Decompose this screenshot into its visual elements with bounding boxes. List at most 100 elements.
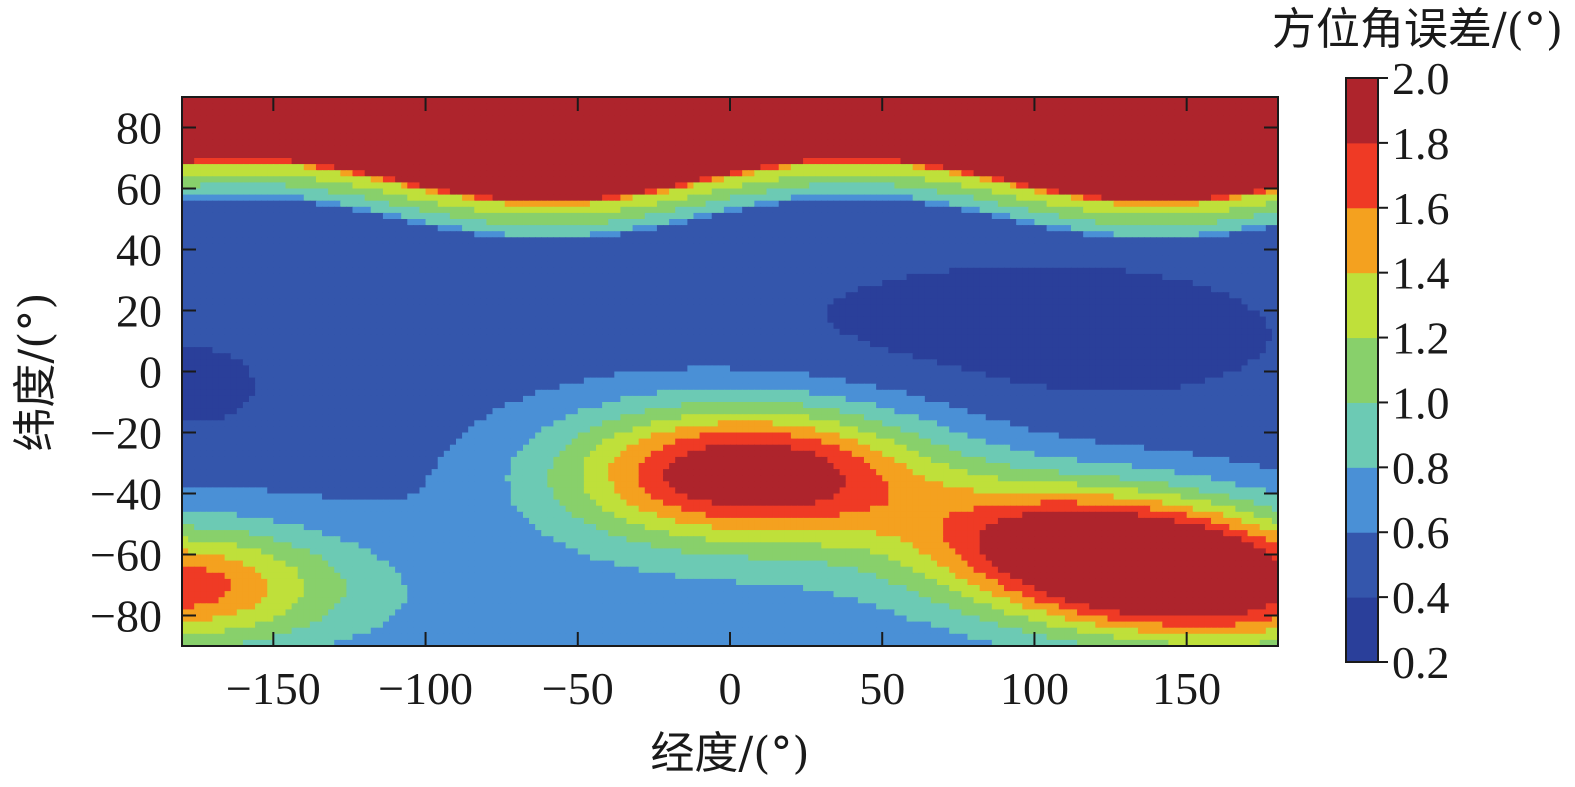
- contour-cell: [997, 121, 1005, 129]
- contour-cell: [1247, 170, 1255, 177]
- contour-cell: [1217, 212, 1224, 220]
- contour-cell: [906, 200, 914, 208]
- contour-cell: [845, 103, 853, 110]
- contour-cell: [888, 231, 895, 238]
- contour-cell: [340, 115, 347, 122]
- contour-cell: [376, 103, 384, 110]
- contour-cell: [346, 261, 354, 269]
- contour-cell: [650, 164, 658, 171]
- contour-cell: [1217, 231, 1224, 238]
- contour-cell: [456, 255, 463, 263]
- contour-cell: [194, 188, 201, 196]
- contour-cell: [224, 243, 232, 251]
- contour-cell: [985, 206, 993, 214]
- contour-cell: [510, 225, 518, 232]
- contour-cell: [882, 170, 889, 177]
- contour-cell: [1223, 200, 1230, 208]
- contour-cell: [242, 219, 250, 226]
- contour-cell: [443, 121, 451, 129]
- contour-cell: [1089, 164, 1096, 171]
- contour-cell: [876, 188, 883, 196]
- contour-cell: [535, 133, 542, 141]
- contour-cell: [182, 151, 189, 159]
- contour-cell: [979, 219, 987, 226]
- contour-cell: [322, 145, 329, 153]
- contour-cell: [1241, 212, 1249, 220]
- contour-cell: [1064, 200, 1072, 208]
- contour-cell: [973, 170, 981, 177]
- contour-cell: [742, 164, 749, 171]
- contour-cell: [1253, 164, 1261, 171]
- contour-cell: [303, 158, 311, 165]
- contour-cell: [1077, 139, 1084, 147]
- contour-cell: [364, 127, 372, 135]
- contour-cell: [413, 200, 421, 208]
- contour-cell: [967, 151, 975, 159]
- contour-cell: [979, 237, 987, 244]
- contour-cell: [1016, 97, 1023, 104]
- contour-cell: [535, 170, 542, 177]
- contour-cell: [693, 109, 701, 116]
- contour-cell: [425, 206, 433, 214]
- contour-cell: [322, 109, 329, 116]
- contour-cell: [870, 200, 877, 208]
- contour-cell: [462, 237, 469, 244]
- contour-cell: [1083, 255, 1090, 263]
- contour-cell: [693, 212, 701, 220]
- contour-cell: [1137, 188, 1145, 196]
- contour-cell: [1180, 243, 1188, 251]
- contour-cell: [303, 249, 311, 257]
- contour-cell: [1016, 176, 1023, 183]
- contour-cell: [1077, 237, 1084, 244]
- contour-cell: [382, 121, 390, 129]
- contour-cell: [541, 133, 548, 141]
- contour-cell: [778, 200, 786, 208]
- contour-cell: [894, 97, 902, 104]
- contour-cell: [1253, 255, 1261, 263]
- contour-cell: [425, 97, 433, 104]
- contour-cell: [407, 145, 414, 153]
- contour-cell: [1077, 127, 1084, 135]
- contour-cell: [796, 212, 804, 220]
- contour-cell: [212, 237, 220, 244]
- contour-cell: [699, 225, 707, 232]
- contour-cell: [498, 212, 506, 220]
- contour-cell: [918, 176, 926, 183]
- contour-cell: [182, 170, 189, 177]
- contour-cell: [596, 255, 603, 263]
- contour-cell: [1034, 194, 1042, 202]
- contour-cell: [644, 206, 652, 214]
- contour-cell: [614, 182, 621, 190]
- contour-cell: [1070, 206, 1078, 214]
- contour-cell: [340, 194, 347, 202]
- contour-cell: [492, 133, 500, 141]
- contour-cell: [1235, 151, 1243, 159]
- contour-cell: [1028, 170, 1036, 177]
- contour-cell: [401, 133, 408, 141]
- contour-cell: [364, 249, 372, 257]
- contour-cell: [1186, 151, 1194, 159]
- contour-cell: [1271, 121, 1278, 129]
- contour-cell: [656, 164, 664, 171]
- contour-cell: [742, 231, 749, 238]
- contour-cell: [188, 237, 195, 244]
- contour-cell: [529, 212, 536, 220]
- contour-cell: [705, 115, 713, 122]
- contour-cell: [303, 231, 311, 238]
- contour-cell: [194, 194, 201, 202]
- contour-cell: [1204, 243, 1212, 251]
- contour-cell: [242, 206, 250, 214]
- contour-cell: [1131, 206, 1139, 214]
- contour-cell: [669, 127, 676, 135]
- contour-cell: [955, 194, 962, 202]
- contour-cell: [687, 133, 695, 141]
- contour-cell: [803, 121, 810, 129]
- contour-cell: [230, 121, 238, 129]
- contour-cell: [1131, 231, 1139, 238]
- contour-cell: [1034, 188, 1042, 196]
- contour-cell: [1004, 231, 1011, 238]
- contour-cell: [1131, 237, 1139, 244]
- contour-cell: [480, 145, 488, 153]
- contour-cell: [401, 170, 408, 177]
- contour-cell: [1058, 212, 1066, 220]
